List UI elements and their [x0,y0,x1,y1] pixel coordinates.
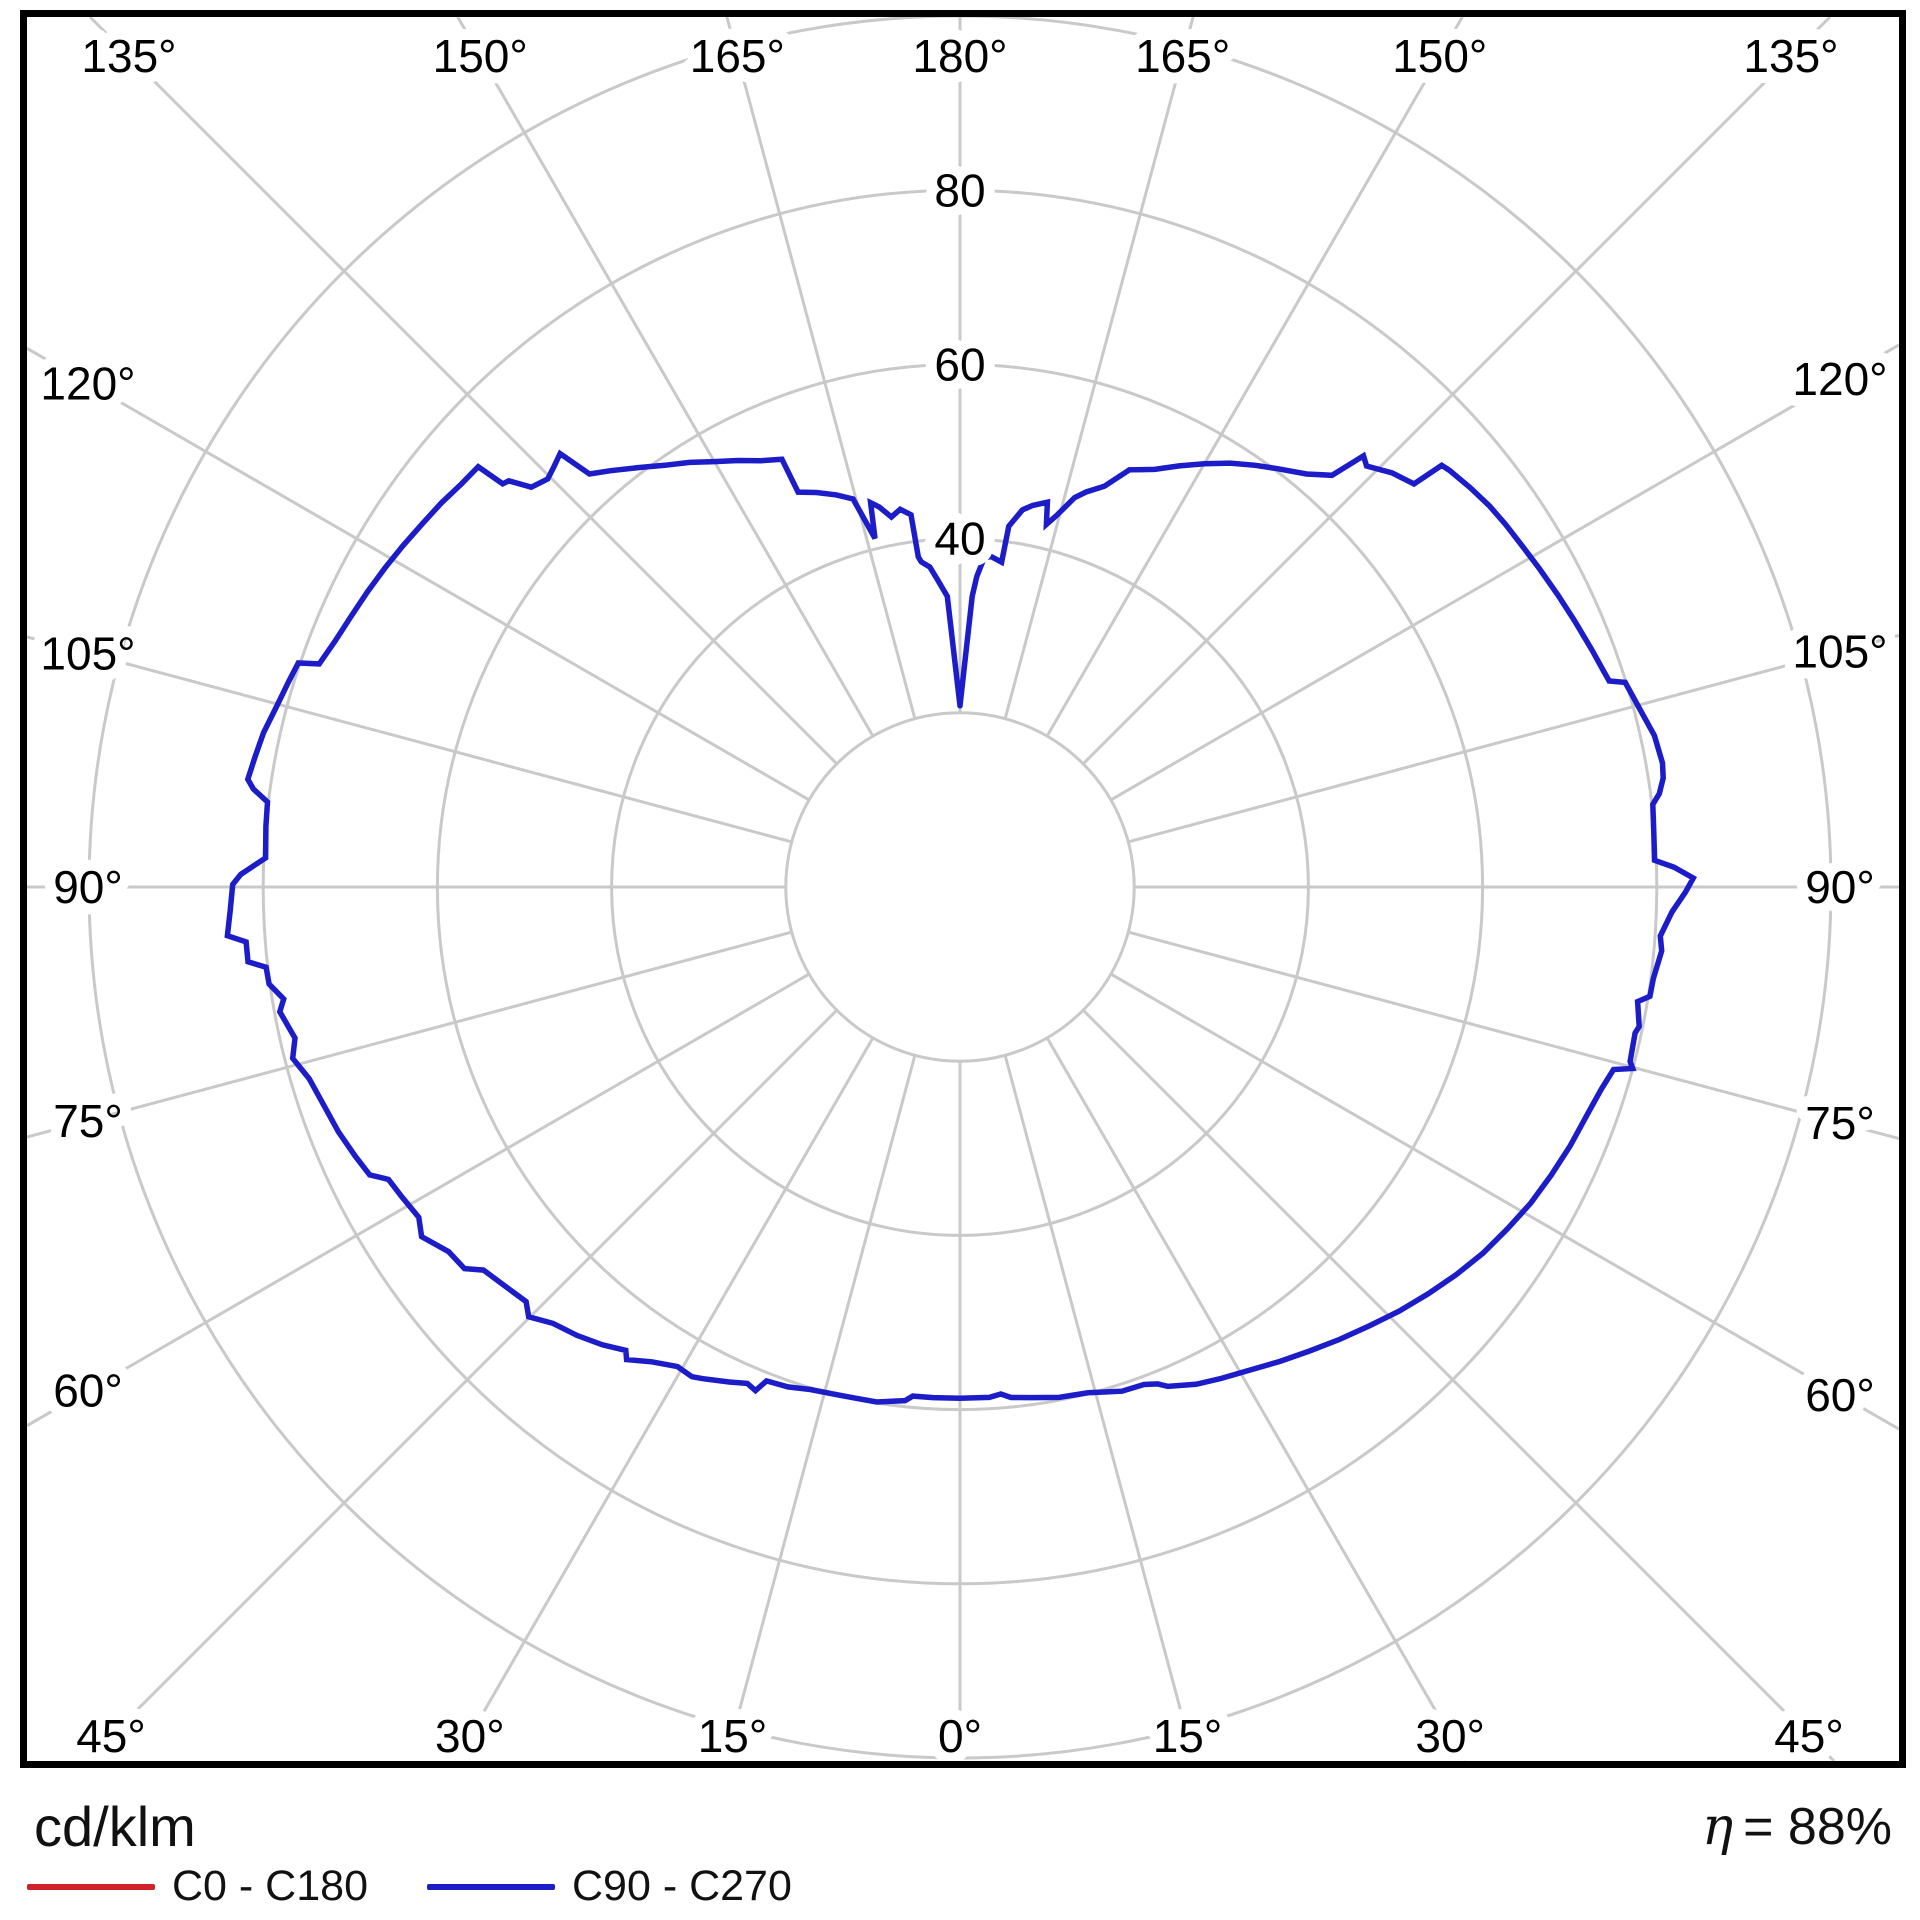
angle-label-30-right: 30° [1415,1710,1485,1762]
grid-ray [88,17,838,765]
grid-ray [1003,17,1195,720]
grid-ray [1127,930,1899,1141]
grid-ray [1127,633,1899,844]
grid-ray [1003,1054,1196,1761]
angle-label-120-right: 120° [1792,353,1887,405]
angle-label-75-left: 75° [53,1095,123,1147]
angle-label-60-right: 60° [1805,1369,1875,1421]
angle-label-45-right: 45° [1774,1710,1844,1762]
angle-label-60-left: 60° [53,1365,123,1417]
grid-ray [1082,17,1832,765]
legend-swatch-c0-c180 [27,1883,155,1890]
grid-ray [1110,343,1899,802]
angle-label-135-left: 135° [81,30,176,82]
angle-label-120-left: 120° [40,358,135,410]
legend: C0 - C180 C90 - C270 [27,1862,792,1911]
grid-ray [27,635,793,844]
grid-ray [27,972,810,1427]
legend-label-c90-c270: C90 - C270 [571,1862,792,1910]
efficiency-label: η = 88% [1702,1797,1892,1857]
angle-label-180: 180° [912,30,1007,82]
grid-ring-20 [784,711,1136,1063]
angle-label-15-left: 15° [698,1710,768,1762]
angle-label-90-right: 90° [1805,861,1875,913]
units-label: cd/klm [34,1795,196,1858]
angle-label-150-right: 150° [1392,30,1487,82]
ring-label-40: 40 [934,513,985,565]
angle-label-165-right: 165° [1135,30,1230,82]
angle-label-45-left: 45° [76,1710,146,1762]
chart-labels: 40 60 80 0° 15° 15° 30° 30° 45° 45° 60° 60° 75° 75° 90… [29,19,1898,1773]
angle-label-165-left: 165° [690,30,785,82]
eta-value: = 88% [1743,1798,1892,1856]
grid-ray [84,1009,838,1761]
angle-label-0: 0° [938,1710,982,1762]
grid-ray [27,930,793,1139]
chart-frame [20,10,1906,1768]
legend-label-c0-c180: C0 - C180 [172,1862,368,1910]
angle-label-150-left: 150° [433,30,528,82]
angle-label-105-right: 105° [1792,625,1887,677]
angle-label-30-left: 30° [435,1710,505,1762]
grid-ray [724,1054,917,1761]
angle-label-105-left: 105° [40,627,135,679]
grid-ray [1110,972,1899,1431]
legend-swatch-c90-c270 [426,1883,555,1890]
grid-ray [1045,1037,1466,1761]
angle-label-15-right: 15° [1153,1710,1223,1762]
angle-label-75-right: 75° [1805,1097,1875,1149]
polar-grid [27,17,1899,1761]
angle-label-135-right: 135° [1743,30,1838,82]
grid-ray [456,17,875,737]
ring-label-60: 60 [934,339,985,391]
grid-ray [1082,1009,1836,1761]
grid-ray [1045,17,1464,737]
grid-ray [725,17,917,720]
curve-c90-c270 [224,449,1698,1405]
grid-ray [454,1037,875,1761]
angle-label-90-left: 90° [53,861,123,913]
eta-symbol: η [1701,1797,1734,1857]
grid-ray [27,347,810,802]
ring-label-80: 80 [934,164,985,216]
